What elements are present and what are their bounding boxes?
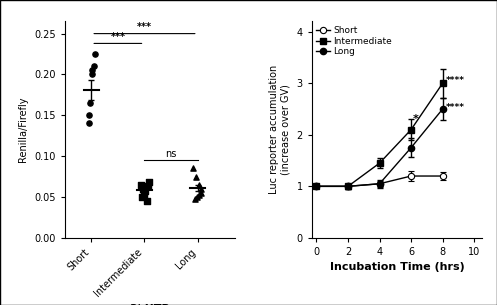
Point (144, 184, 152, 189)
Point (145, 180, 153, 185)
Point (88, 68, 96, 73)
X-axis label: Incubation Time (hrs): Incubation Time (hrs) (330, 263, 464, 272)
Text: ****: **** (446, 76, 465, 85)
Point (91, 52, 99, 56)
Point (143, 199, 151, 203)
Text: ***: *** (137, 22, 152, 32)
Point (197, 186, 205, 191)
Text: *: * (413, 114, 418, 124)
Y-axis label: Luc reporter accumulation
(increase over GV): Luc reporter accumulation (increase over… (269, 65, 291, 194)
Point (84, 113, 92, 118)
Point (193, 195, 201, 199)
Point (138, 195, 146, 199)
Point (189, 166, 197, 171)
Point (190, 196, 198, 201)
Point (195, 193, 203, 198)
Y-axis label: Renilla/Firefly: Renilla/Firefly (18, 97, 28, 162)
Point (86, 101, 94, 106)
X-axis label: 3' UTR: 3' UTR (130, 304, 170, 305)
Point (141, 189, 149, 194)
Point (140, 186, 148, 191)
Legend: Short, Intermediate, Long: Short, Intermediate, Long (316, 26, 392, 56)
Text: ****: **** (446, 103, 465, 113)
Text: ***: *** (110, 32, 125, 42)
Point (137, 182, 145, 187)
Point (192, 174, 200, 179)
Point (195, 182, 203, 187)
Point (140, 193, 148, 198)
Point (84, 121, 92, 126)
Text: ns: ns (166, 149, 177, 159)
Point (88, 72, 96, 77)
Point (90, 64, 98, 69)
Point (197, 191, 205, 196)
